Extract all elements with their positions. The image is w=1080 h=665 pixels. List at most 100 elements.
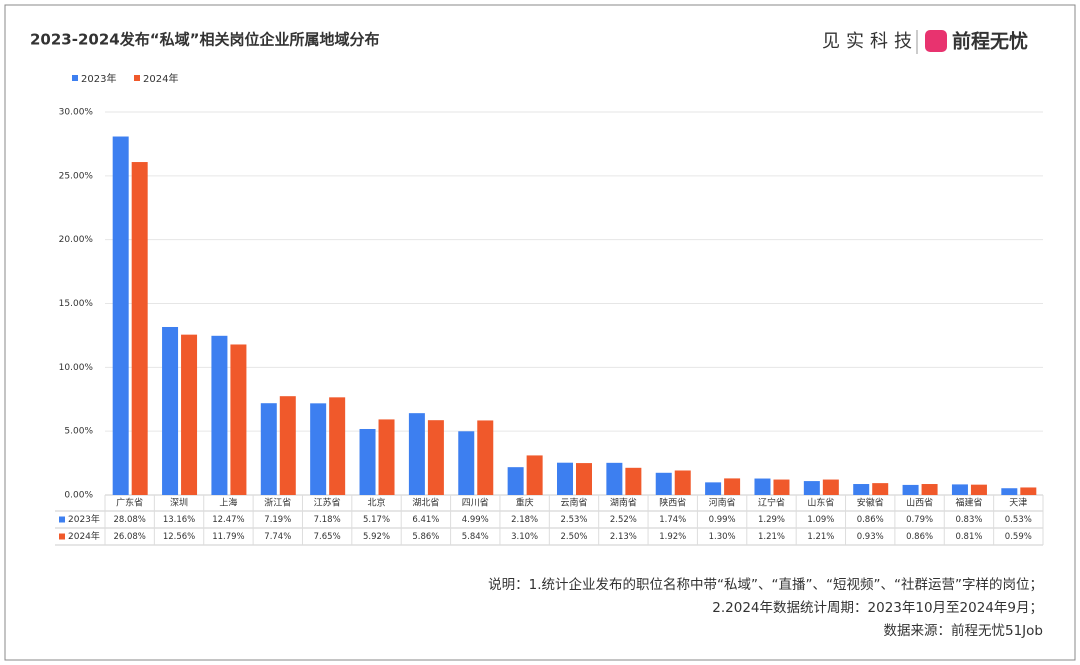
x-tick-label: 山西省 [906,497,933,509]
table-row-label: 2024年 [68,530,100,542]
note: 2.2024年数据统计周期：2023年10月至2024年9月； [712,600,1043,616]
table-value: 0.79% [906,515,933,525]
table-value: 5.84% [462,532,489,542]
table-value: 1.29% [758,515,785,525]
bar [754,478,771,495]
x-tick-label: 陕西省 [659,497,686,509]
table-value: 7.18% [314,515,341,525]
table-value: 5.86% [412,532,439,542]
bar [507,467,524,495]
table-row-label: 2023年 [68,513,100,525]
bar [279,396,296,495]
table-value: 1.09% [807,515,834,525]
table-value: 13.16% [163,515,195,525]
brand-icon [925,30,947,52]
x-tick-label: 福建省 [955,497,982,509]
table-value: 0.86% [906,532,933,542]
table-value: 2.53% [560,515,587,525]
table-value: 0.81% [955,532,982,542]
table-value: 0.83% [955,515,982,525]
bar [211,335,228,495]
table-value: 26.08% [113,532,145,542]
table-value: 0.59% [1005,532,1032,542]
bar [902,484,919,495]
brand-left: 见实科技 [822,31,918,52]
bar [557,462,573,495]
bar [1020,487,1037,495]
y-tick-label: 25.00% [59,171,94,181]
legend-label: 2024年 [143,72,178,85]
table-value: 1.21% [758,532,785,542]
bar [970,484,987,495]
table-value: 2.18% [511,515,538,525]
bar [310,403,327,495]
bar [181,334,198,495]
bar [705,482,722,495]
bar [625,467,642,495]
table-value: 4.99% [462,515,489,525]
bar [674,470,691,495]
y-tick-label: 5.00% [64,427,93,437]
table-value: 0.99% [709,515,736,525]
bar [872,483,889,495]
table-value: 7.65% [314,532,341,542]
table-value: 7.19% [264,515,291,525]
table-value: 5.17% [363,515,390,525]
table-value: 1.92% [659,532,686,542]
bar [378,419,395,495]
table-value: 1.21% [807,532,834,542]
legend-swatch [134,75,140,81]
x-tick-label: 上海 [219,497,237,509]
bar [359,428,376,495]
table-value: 3.10% [511,532,538,542]
table-value: 5.92% [363,532,390,542]
bar [724,478,741,495]
legend-swatch [72,75,78,81]
x-tick-label: 浙江省 [264,497,291,509]
bar [162,326,179,495]
bar [822,479,839,495]
table-value: 7.74% [264,532,291,542]
table-value: 6.41% [412,515,439,525]
table-value: 2.50% [560,532,587,542]
bar [853,484,870,495]
x-tick-label: 山东省 [807,497,834,509]
x-tick-label: 安徽省 [857,497,884,509]
bar [408,413,425,495]
table-value: 1.74% [659,515,686,525]
bar [1001,488,1018,495]
y-tick-label: 10.00% [59,363,94,373]
bar [329,397,346,495]
bar [112,136,129,495]
legend-swatch [59,533,65,540]
bar [131,162,148,495]
x-tick-label: 河南省 [709,497,736,509]
table-value: 12.56% [163,532,195,542]
bar [655,472,672,495]
chart-title: 2023-2024发布“私域”相关岗位企业所属地域分布 [30,31,379,49]
y-tick-label: 15.00% [59,299,94,309]
table-value: 0.93% [857,532,884,542]
y-tick-label: 30.00% [59,108,94,118]
x-tick-label: 湖南省 [610,497,637,509]
y-tick-label: 0.00% [64,491,93,501]
table-value: 1.30% [709,532,736,542]
x-tick-label: 辽宁省 [758,497,785,509]
frame [4,4,1076,661]
table-value: 0.53% [1005,515,1032,525]
y-tick-label: 20.00% [59,235,94,245]
table-value: 11.79% [212,532,244,542]
legend-swatch [59,516,65,523]
bar [606,462,623,495]
table-value: 2.52% [610,515,637,525]
bar [230,344,247,495]
bar [260,403,277,495]
x-tick-label: 北京 [368,497,386,509]
bar [526,455,543,495]
x-tick-label: 四川省 [462,497,489,509]
x-tick-label: 云南省 [560,497,587,509]
bar [477,420,494,495]
bar [803,481,820,495]
bar [576,463,592,495]
